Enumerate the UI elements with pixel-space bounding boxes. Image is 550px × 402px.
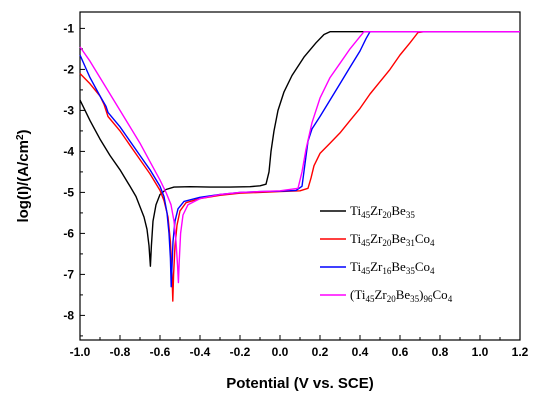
y-tick-label: -8 bbox=[63, 308, 74, 322]
series-line-3 bbox=[79, 31, 520, 288]
x-tick-label: 0.6 bbox=[392, 345, 409, 359]
plot-frame bbox=[79, 11, 521, 341]
legend-label-3: Ti45Zr16Be35Co4 bbox=[350, 259, 435, 276]
x-axis-label: Potential (V vs. SCE) bbox=[226, 375, 374, 392]
legend-label-2: Ti45Zr20Be31Co4 bbox=[350, 231, 435, 248]
series-line-2 bbox=[79, 31, 520, 302]
y-tick-label: -6 bbox=[63, 226, 74, 240]
legend: Ti45Zr20Be35 Ti45Zr20Be31Co4 Ti45Zr16Be35C… bbox=[320, 203, 453, 304]
series-layer bbox=[79, 31, 520, 302]
series-line-1 bbox=[79, 31, 370, 267]
legend-label-1: Ti45Zr20Be35 bbox=[350, 203, 415, 220]
x-tick-label: -1.0 bbox=[70, 345, 91, 359]
x-tick-label: 0.0 bbox=[272, 345, 289, 359]
x-tick-label: 1.0 bbox=[472, 345, 489, 359]
x-tick-label: 0.8 bbox=[432, 345, 449, 359]
y-axis-ticks: -1 -2 -3 -4 -5 -6 -7 -8 bbox=[63, 21, 85, 337]
x-tick-label: -0.8 bbox=[110, 345, 131, 359]
y-tick-label: -7 bbox=[63, 267, 74, 281]
y-tick-label: -3 bbox=[63, 103, 74, 117]
y-tick-label: -4 bbox=[63, 144, 74, 158]
legend-label-4: (Ti45Zr20Be35)96Co4 bbox=[350, 287, 453, 304]
y-tick-label: -1 bbox=[63, 21, 74, 35]
x-tick-label: 0.2 bbox=[312, 345, 329, 359]
x-axis-ticks: -1.0 -0.8 -0.6 -0.4 -0.2 0.0 0.2 0.4 0.6 0.8 1.0 1.… bbox=[70, 335, 529, 359]
x-tick-label: 1.2 bbox=[512, 345, 529, 359]
y-axis-label: log(I)/(A/cm2) bbox=[15, 129, 33, 222]
y-tick-label: -2 bbox=[63, 62, 74, 76]
x-tick-label: 0.4 bbox=[352, 345, 369, 359]
x-tick-label: -0.4 bbox=[190, 345, 211, 359]
series-line-4 bbox=[79, 31, 520, 284]
y-tick-label: -5 bbox=[63, 185, 74, 199]
x-tick-label: -0.6 bbox=[150, 345, 171, 359]
x-tick-label: -0.2 bbox=[230, 345, 251, 359]
